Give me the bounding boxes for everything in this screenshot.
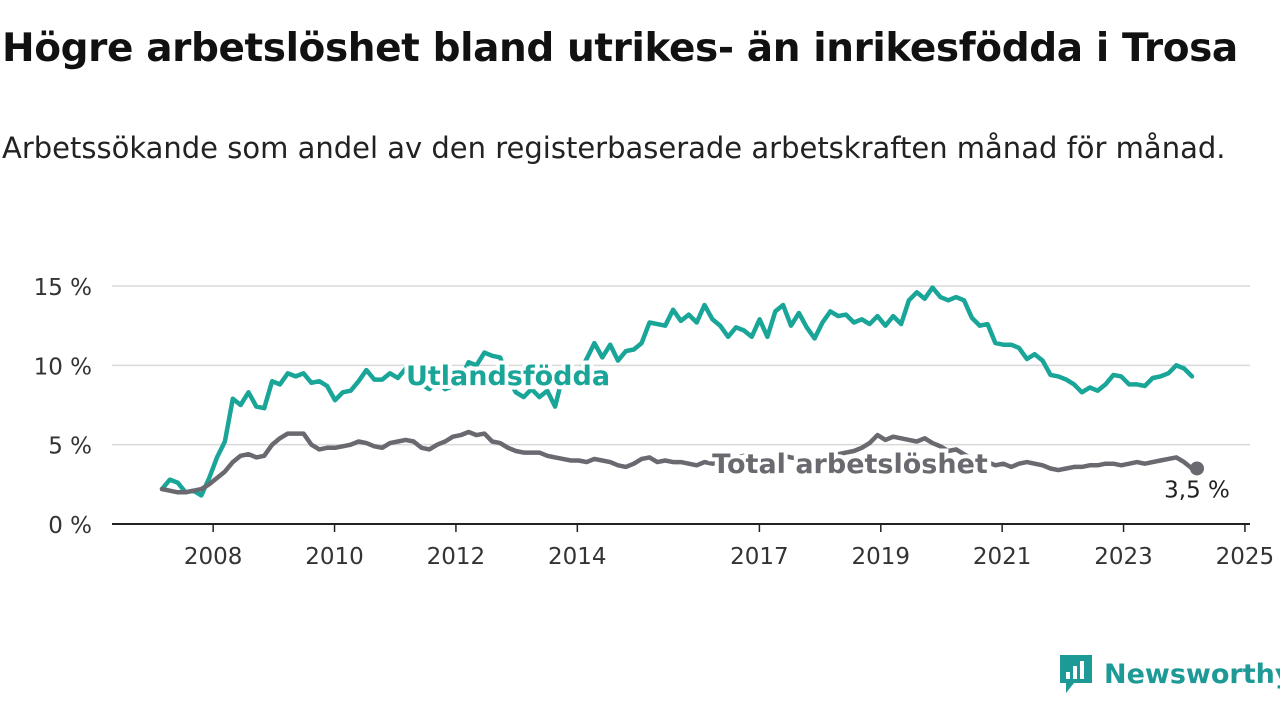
end-point-marker [1190, 461, 1204, 476]
chart-subtitle: Arbetssökande som andel av den registerb… [2, 131, 1226, 165]
x-tick-label: 2021 [973, 544, 1032, 570]
brand-logo[interactable]: Newsworthy [1058, 652, 1280, 696]
brand-name: Newsworthy [1104, 658, 1280, 690]
x-tick-label: 2008 [184, 544, 243, 570]
series-label: Total arbetslöshet [712, 449, 988, 480]
x-tick-label: 2025 [1216, 544, 1275, 570]
chart-title: Högre arbetslöshet bland utrikes- än inr… [2, 26, 1238, 71]
y-tick-label: 0 % [48, 513, 92, 539]
series-label: Utlandsfödda [406, 361, 610, 392]
end-value-label: 3,5 % [1164, 477, 1230, 503]
x-tick-label: 2023 [1094, 544, 1153, 570]
series-line [159, 429, 1195, 495]
y-tick-label: 15 % [34, 275, 92, 301]
x-tick-label: 2014 [548, 544, 607, 570]
x-tick-label: 2019 [852, 544, 911, 570]
x-tick-label: 2017 [730, 544, 789, 570]
y-tick-label: 5 % [48, 434, 92, 460]
y-tick-label: 10 % [34, 354, 92, 380]
x-tick-label: 2010 [305, 544, 364, 570]
newsworthy-logo-icon [1060, 655, 1092, 693]
x-tick-label: 2012 [427, 544, 486, 570]
series-line [159, 285, 1195, 498]
